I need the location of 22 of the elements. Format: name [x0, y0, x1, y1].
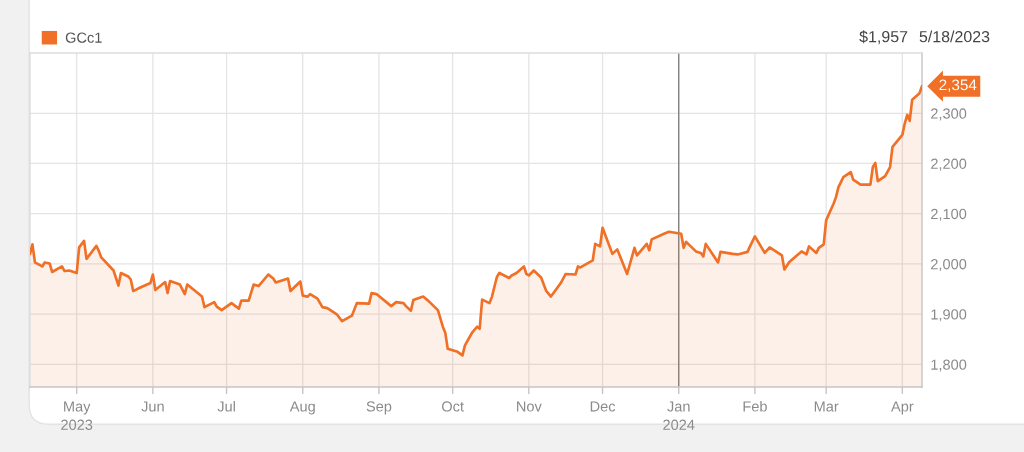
x-tick-label: Aug — [289, 401, 315, 415]
x-tick-label: Feb — [743, 400, 767, 412]
y-tick-label: 2,300 — [931, 108, 967, 121]
x-tick-label: Apr — [891, 401, 914, 415]
x-tick-label: Jan 2024 — [663, 401, 695, 430]
x-tick-label: Sep — [366, 401, 392, 415]
x-tick-label: Nov — [517, 401, 542, 412]
x-tick-label: May 2023 — [61, 401, 93, 430]
y-tick-label: 2,200 — [931, 158, 967, 171]
legend-label: GCc1 — [65, 32, 102, 43]
x-tick-label: Jun — [141, 401, 164, 412]
x-tick-label: Jul — [217, 400, 235, 412]
y-tick-label: 2,000 — [931, 259, 967, 272]
y-tick-label: 1,800 — [931, 359, 967, 372]
text: 5/18/2023 — [919, 30, 990, 43]
text: $1,957 — [859, 30, 908, 45]
x-tick-label: Oct — [442, 401, 464, 412]
x-tick-label: Mar — [814, 401, 839, 412]
x-tick-label: Dec — [590, 401, 616, 412]
annotation: 2,354 — [939, 79, 977, 93]
y-tick-label: 2,100 — [931, 208, 967, 221]
y-tick-label: 1,900 — [931, 309, 967, 322]
